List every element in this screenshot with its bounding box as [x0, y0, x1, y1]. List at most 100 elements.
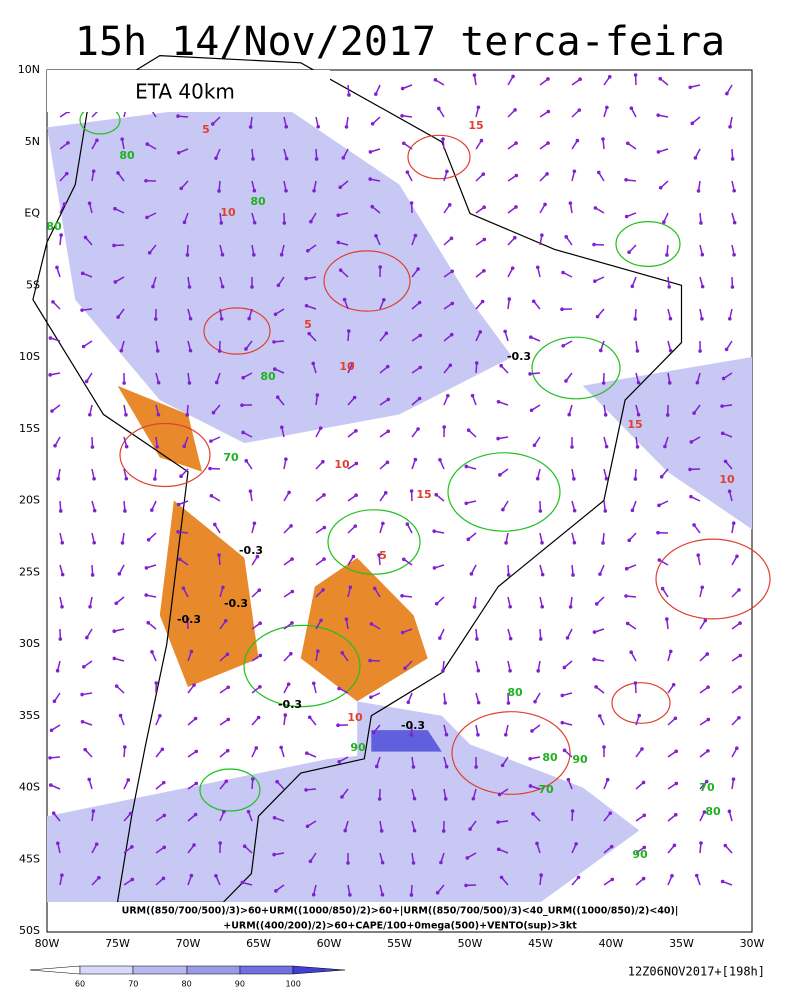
wind-arrow-head [724, 347, 729, 352]
wind-arrow-head [688, 85, 693, 90]
wind-arrow-head [255, 554, 260, 559]
wind-arrow-head [338, 268, 343, 272]
wind-arrow-head [504, 541, 508, 545]
wind-arrow-head [720, 879, 725, 884]
wind-arrow-head [443, 701, 447, 705]
wind-arrow-head [224, 779, 229, 784]
contour-label: -0.3 [224, 597, 248, 610]
wind-arrow-head [530, 729, 534, 733]
wind-arrow-head [385, 364, 390, 369]
wind-arrow-head [322, 525, 327, 530]
wind-arrow-head [213, 522, 217, 527]
wind-arrow-head [208, 466, 212, 471]
wind-arrow-head [155, 349, 160, 353]
wind-arrow-head [48, 783, 53, 787]
wind-arrow-head [470, 393, 475, 398]
wind-arrow-head [87, 777, 92, 782]
wind-arrow-head [728, 125, 732, 129]
wind-arrow-head [214, 380, 219, 385]
wind-arrow-head [496, 847, 501, 852]
contour-label: 10 [334, 458, 350, 471]
wind-arrow-head [694, 873, 699, 878]
wind-arrow-head [737, 588, 741, 592]
wind-arrow-head [185, 413, 190, 417]
wind-arrow-head [316, 124, 320, 129]
wind-arrow-head [336, 723, 340, 728]
lat-label: 50S [19, 924, 40, 937]
wind-arrow-head [578, 77, 582, 82]
wind-arrow-head [113, 206, 117, 211]
wind-arrow-head [145, 215, 149, 220]
colorbar-label: 90 [235, 980, 245, 989]
wind-arrow-head [94, 842, 99, 846]
wind-arrow-head [432, 566, 437, 570]
wind-arrow-head [354, 461, 359, 466]
wind-arrow-head [162, 845, 167, 850]
contour [323, 250, 411, 312]
wind-arrow-head [312, 189, 316, 193]
wind-arrow-head [274, 889, 278, 893]
wind-arrow-head [498, 473, 502, 477]
wind-arrow-head [193, 716, 198, 721]
wind-arrow-head [60, 873, 64, 877]
wind-arrow-head [348, 585, 353, 590]
wind-arrow-head [627, 538, 632, 543]
wind-arrow-head [630, 508, 635, 513]
wind-arrow-head [130, 877, 135, 882]
wind-arrow-head [560, 720, 565, 725]
model-label: ETA 40km [135, 80, 235, 104]
wind-arrow-head [497, 792, 502, 797]
wind-arrow-head [95, 138, 99, 143]
wind-arrow-head [735, 746, 739, 751]
wind-arrow-head [412, 796, 417, 801]
wind-arrow-head [354, 493, 358, 498]
wind-arrow-head [380, 860, 385, 865]
contour-label: 80 [542, 751, 558, 764]
wind-arrow-head [400, 86, 405, 91]
wind-arrow-head [161, 876, 166, 881]
wind-arrow-head [66, 141, 70, 145]
wind-arrow-head [605, 777, 610, 782]
wind-arrow-head [192, 683, 196, 687]
wind-arrow-head [450, 269, 455, 274]
wind-arrow-head [252, 521, 257, 526]
wind-arrow-head [219, 221, 224, 225]
contour-label: -0.3 [177, 613, 201, 626]
wind-arrow-head [384, 331, 389, 336]
wind-arrow-head [400, 113, 404, 118]
wind-arrow-head [124, 413, 128, 417]
wind-arrow-head [476, 668, 481, 673]
contour-label: 15 [416, 488, 431, 501]
wind-arrow-head [284, 457, 288, 461]
wind-arrow-head [731, 777, 736, 781]
wind-arrow-head [472, 73, 477, 77]
wind-arrow-head [117, 572, 122, 576]
wind-arrow-head [176, 502, 181, 507]
wind-arrow-head [413, 233, 418, 238]
wind-arrow-head [633, 681, 638, 685]
wind-arrow-head [409, 893, 414, 897]
wind-arrow-head [546, 77, 550, 81]
wind-arrow-head [562, 665, 567, 670]
wind-arrow-head [566, 777, 571, 782]
wind-arrow-head [244, 347, 248, 351]
wind-arrow-head [596, 170, 601, 175]
wind-arrow-head [370, 121, 375, 126]
wind-arrow-head [219, 317, 224, 321]
wind-arrow-head [368, 658, 372, 663]
wind-arrow-head [464, 464, 469, 469]
wind-arrow-head [178, 557, 182, 562]
wind-arrow-head [400, 594, 404, 598]
wind-arrow-head [417, 300, 422, 305]
wind-arrow-head [88, 412, 92, 417]
wind-arrow-head [272, 852, 276, 857]
wind-arrow-head [88, 605, 92, 609]
wind-arrow-head [508, 636, 513, 641]
wind-arrow-head [444, 764, 449, 769]
wind-arrow-head [610, 877, 615, 882]
wind-arrow-head [119, 348, 124, 353]
wind-arrow-head [540, 233, 544, 237]
wind-arrow-head [601, 137, 605, 141]
wind-arrow-head [577, 108, 582, 112]
wind-arrow-head [539, 873, 543, 877]
